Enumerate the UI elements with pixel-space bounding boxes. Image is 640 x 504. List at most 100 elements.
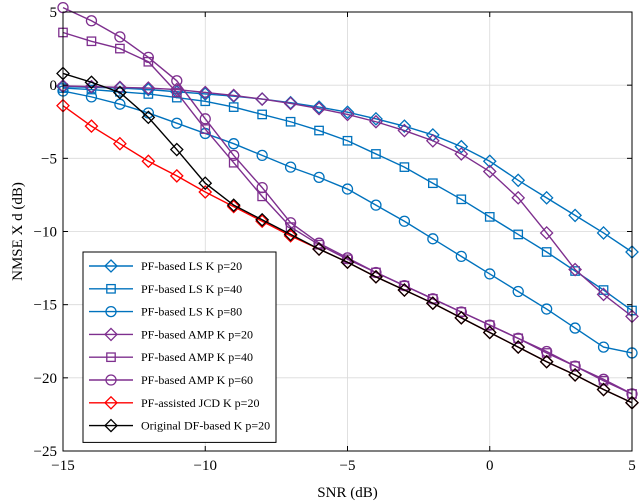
data-point <box>143 89 154 99</box>
data-point <box>228 157 239 168</box>
legend-entry: PF-based LS K p=40 <box>89 282 242 296</box>
legend-marker <box>106 283 116 294</box>
x-tick-label: −15 <box>51 458 74 474</box>
legend-label: PF-assisted JCD K p=20 <box>141 396 259 410</box>
series-2 <box>57 85 638 359</box>
data-point <box>141 81 156 96</box>
legend-marker <box>104 327 118 342</box>
data-point <box>454 310 469 325</box>
data-point <box>169 168 184 183</box>
data-point <box>370 199 382 211</box>
data-point <box>397 283 412 297</box>
y-tick-label: 5 <box>50 5 58 21</box>
data-point <box>427 178 438 189</box>
data-point <box>141 154 156 169</box>
series-7 <box>56 66 639 410</box>
data-point <box>454 139 469 154</box>
data-point <box>142 51 155 64</box>
data-point <box>171 75 183 87</box>
legend-marker <box>106 352 116 363</box>
data-point <box>86 84 97 95</box>
data-point <box>112 136 127 151</box>
series-line <box>62 31 633 395</box>
data-point <box>200 96 211 107</box>
legend-box <box>82 251 277 443</box>
y-tick-label: −20 <box>34 371 57 387</box>
data-point <box>513 333 524 344</box>
data-point <box>228 102 239 112</box>
data-point <box>454 147 469 161</box>
data-point <box>57 1 69 14</box>
x-tick-label: 5 <box>628 458 636 474</box>
data-point <box>369 111 383 126</box>
data-point <box>425 296 440 311</box>
series-line <box>62 85 633 253</box>
x-tick-label: 0 <box>486 458 494 474</box>
data-point <box>596 287 611 302</box>
data-point <box>512 332 524 344</box>
data-point <box>484 268 496 280</box>
data-point <box>482 154 497 169</box>
data-point <box>85 15 98 27</box>
data-point <box>484 320 495 331</box>
data-point <box>112 85 127 100</box>
data-point <box>226 198 241 213</box>
data-point <box>171 117 183 129</box>
data-point <box>141 110 156 125</box>
legend-entry: PF-based AMP K p=40 <box>89 350 253 364</box>
data-point <box>484 319 496 331</box>
legend-entry: PF-based AMP K p=20 <box>89 327 253 341</box>
legend-label: PF-based AMP K p=60 <box>141 373 253 387</box>
data-point <box>228 138 240 150</box>
data-point <box>314 125 324 136</box>
series-layer <box>56 1 639 410</box>
legend-label: PF-based AMP K p=20 <box>141 327 253 341</box>
legend-marker <box>104 259 118 273</box>
legend-entry: PF-assisted JCD K p=20 <box>89 396 259 410</box>
legend-label: Original DF-based K p=20 <box>141 419 270 433</box>
legend-label: PF-based LS K p=80 <box>141 305 242 319</box>
data-point <box>541 303 553 315</box>
y-axis-label: NMSE X d (dB) <box>10 182 26 281</box>
data-point <box>198 176 213 191</box>
data-point <box>228 149 240 162</box>
data-point <box>283 96 298 111</box>
data-point <box>115 43 125 54</box>
data-point <box>371 149 381 159</box>
legend-marker <box>105 374 117 386</box>
data-point <box>570 361 580 371</box>
data-point <box>86 36 97 47</box>
x-tick-label: −5 <box>340 458 356 474</box>
data-point <box>596 226 611 240</box>
data-point <box>456 307 467 317</box>
data-point <box>312 100 326 115</box>
y-tick-label: −10 <box>34 225 57 241</box>
series-line <box>62 85 633 317</box>
legend-marker <box>105 305 117 318</box>
series-line <box>62 87 633 312</box>
data-point <box>397 123 412 138</box>
data-point <box>539 226 554 240</box>
data-point <box>427 233 439 245</box>
x-tick-label: −10 <box>194 458 217 474</box>
data-point <box>199 113 211 125</box>
legend-entry: PF-based AMP K p=60 <box>89 373 253 387</box>
legend-marker <box>104 418 118 433</box>
legend-label: PF-based LS K p=20 <box>141 259 242 273</box>
data-point <box>198 185 213 199</box>
y-tick-label: −25 <box>34 444 57 460</box>
legend: PF-based LS K p=20 PF-based LS K p=40 PF-b… <box>82 251 277 443</box>
data-point <box>284 161 297 173</box>
data-point <box>596 382 611 397</box>
data-point <box>569 360 581 372</box>
data-point <box>312 242 326 256</box>
data-point <box>513 229 524 240</box>
data-point <box>255 212 270 227</box>
y-tick-label: −5 <box>41 151 57 167</box>
data-point <box>597 341 610 353</box>
legend-marker <box>104 395 118 410</box>
data-point <box>226 199 241 214</box>
data-point <box>198 85 213 100</box>
data-point <box>256 149 268 162</box>
